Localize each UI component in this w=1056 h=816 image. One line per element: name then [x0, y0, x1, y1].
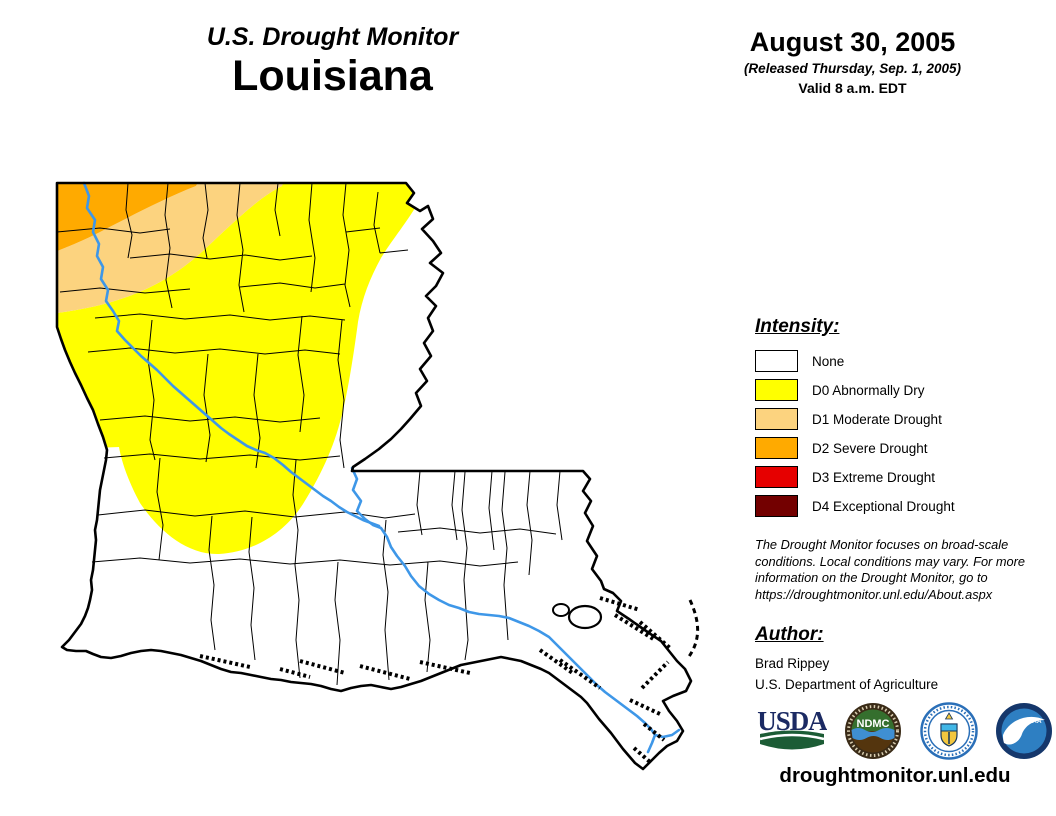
d2-swatch — [755, 437, 798, 459]
noaa-logo-text: NOAA — [1022, 718, 1041, 725]
none-swatch — [755, 350, 798, 372]
legend-item-d3: D3 Extreme Drought — [755, 466, 1055, 488]
legend-label: D0 Abnormally Dry — [812, 382, 925, 398]
drought-layers — [57, 183, 425, 555]
release-date: (Released Thursday, Sep. 1, 2005) — [743, 61, 962, 77]
author-block: Author: Brad Rippey U.S. Department of A… — [755, 624, 1055, 692]
d4-swatch — [755, 495, 798, 517]
ndmc-logo: NDMC — [845, 703, 902, 759]
logo-row: USDA NDMC NOAA — [757, 702, 1053, 760]
map-date: August 30, 2005 — [749, 27, 956, 57]
d3-swatch — [755, 466, 798, 488]
ndmc-wave — [851, 728, 895, 740]
d2-severe-drought-area — [57, 183, 210, 260]
noaa-bird-shape — [1002, 716, 1045, 745]
louisiana-drought-map — [55, 181, 700, 771]
usda-field-shape — [760, 730, 824, 750]
valid-time: Valid 8 a.m. EDT — [798, 80, 907, 97]
ndmc-green-half — [851, 709, 895, 731]
disclaimer-line: The Drought Monitor focuses on broad-sca… — [755, 537, 1009, 552]
legend-item-d0: D0 Abnormally Dry — [755, 379, 1055, 401]
d1-swatch — [755, 408, 798, 430]
legend-heading: Intensity: — [755, 316, 840, 337]
legend-label: D3 Extreme Drought — [812, 469, 936, 485]
legend-item-d1: D1 Moderate Drought — [755, 408, 1055, 430]
title-block: U.S. Drought Monitor Louisiana — [130, 23, 535, 100]
usda-logo: USDA — [757, 706, 827, 750]
red-river — [82, 181, 381, 528]
legend-label: D2 Severe Drought — [812, 440, 928, 456]
d1-moderate-drought-area — [57, 183, 295, 316]
lake-pontchartrain — [567, 604, 603, 630]
date-block: August 30, 2005 (Released Thursday, Sep.… — [700, 27, 1005, 97]
legend-label: None — [812, 353, 845, 369]
page-title: U.S. Drought Monitor — [206, 23, 459, 51]
map-container — [40, 160, 730, 805]
legend: Intensity: None D0 Abnormally Dry D1 Mod… — [755, 316, 1055, 525]
disclaimer-line: conditions. Local conditions may vary. F… — [755, 553, 1026, 569]
coastal-features — [199, 596, 700, 764]
lake-maurepas — [552, 603, 570, 617]
state-title: Louisiana — [232, 51, 433, 100]
d0-abnormally-dry-area — [57, 183, 425, 555]
state-outline — [55, 181, 693, 771]
legend-item-none: None — [755, 350, 1055, 372]
us-department-of-commerce-seal — [919, 702, 978, 760]
ndmc-logo-text: NDMC — [857, 718, 890, 730]
legend-label: D1 Moderate Drought — [812, 411, 942, 427]
noaa-logo: NOAA — [995, 703, 1052, 759]
legend-item-d2: D2 Severe Drought — [755, 437, 1055, 459]
footer-url: droughtmonitor.unl.edu — [779, 764, 1011, 787]
d0-swatch — [755, 379, 798, 401]
legend-label: D4 Exceptional Drought — [812, 498, 955, 514]
author-heading: Author: — [755, 624, 824, 645]
usda-swoosh — [759, 733, 825, 741]
author-name: Brad Rippey — [755, 656, 830, 671]
doc-eagle — [944, 712, 953, 720]
disclaimer-line: https://droughtmonitor.unl.edu/About.asp… — [755, 586, 993, 602]
disclaimer: The Drought Monitor focuses on broad-sca… — [755, 537, 1055, 603]
coastal-marsh — [199, 596, 672, 764]
chandeleur-islands — [686, 599, 700, 659]
disclaimer-line: information on the Drought Monitor, go t… — [755, 570, 988, 585]
legend-item-d4: D4 Exceptional Drought — [755, 495, 1055, 517]
doc-shield-top — [940, 723, 958, 732]
author-organization: U.S. Department of Agriculture — [755, 677, 939, 692]
